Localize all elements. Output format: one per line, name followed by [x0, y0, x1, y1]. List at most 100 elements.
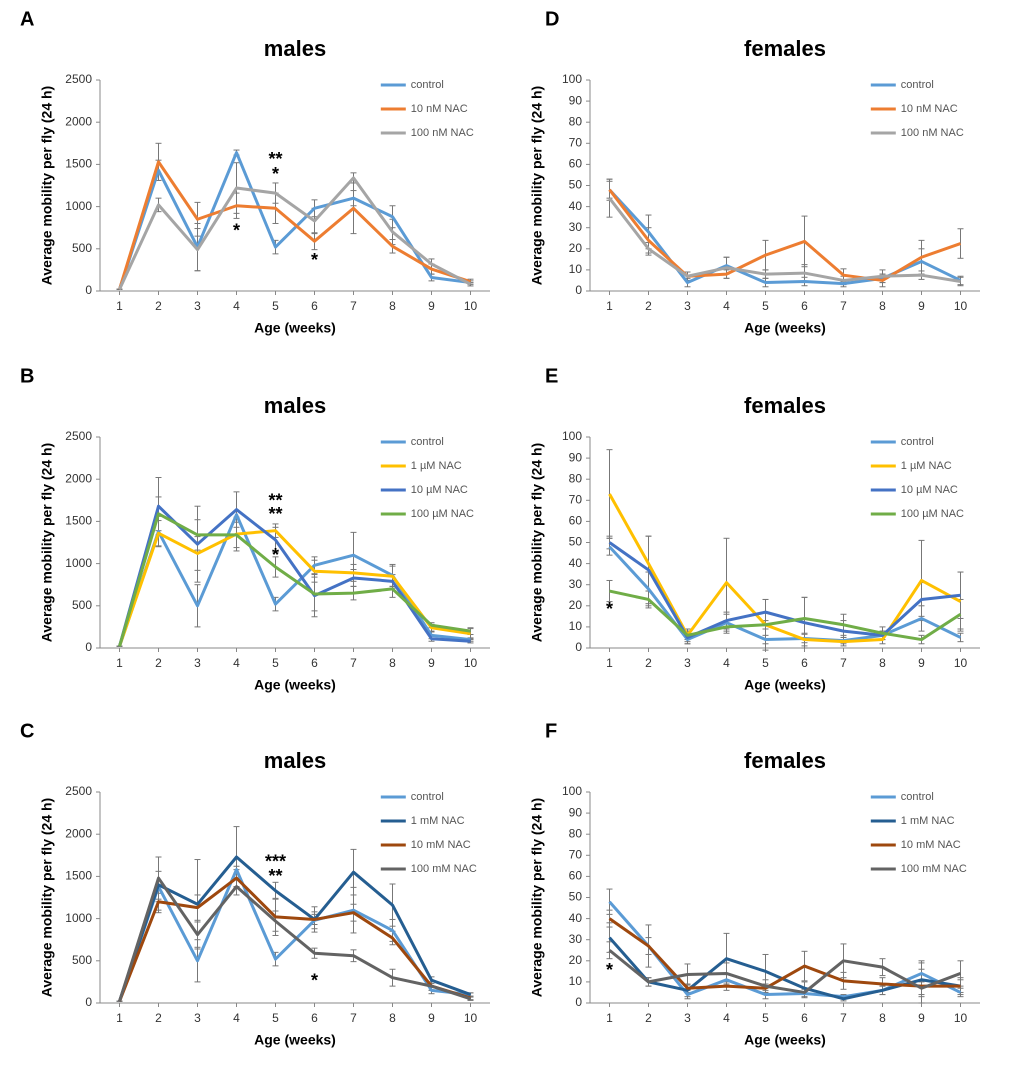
y-tick-label: 1500: [65, 157, 92, 171]
y-tick-label: 40: [569, 199, 583, 213]
y-tick-label: 2500: [65, 784, 92, 798]
data-line: [608, 188, 962, 286]
x-tick-label: 4: [723, 656, 730, 670]
x-tick-label: 10: [464, 1011, 478, 1025]
significance-mark: **: [268, 866, 282, 886]
x-tick-label: 3: [684, 1011, 691, 1025]
legend-label: 10 nM NAC: [901, 103, 958, 115]
legend-label: 100 µM NAC: [901, 508, 964, 520]
y-tick-label: 100: [562, 72, 582, 86]
y-tick-label: 100: [562, 784, 582, 798]
panel-label: C: [20, 720, 34, 742]
x-tick-label: 1: [606, 299, 613, 313]
data-line: [608, 188, 961, 282]
x-tick-label: 4: [233, 1011, 240, 1025]
y-tick-label: 500: [72, 953, 92, 967]
x-tick-label: 3: [684, 299, 691, 313]
y-tick-label: 2000: [65, 826, 92, 840]
x-tick-label: 8: [879, 299, 886, 313]
significance-mark: *: [606, 960, 613, 980]
legend-label: control: [411, 436, 444, 448]
x-tick-label: 1: [116, 299, 123, 313]
x-tick-label: 9: [428, 656, 435, 670]
y-tick-label: 0: [85, 283, 92, 297]
legend-label: 10 nM NAC: [411, 103, 468, 115]
data-line: [608, 917, 961, 990]
y-tick-label: 0: [85, 995, 92, 1009]
x-tick-label: 5: [762, 299, 769, 313]
x-tick-label: 6: [801, 1011, 808, 1025]
y-tick-label: 40: [569, 556, 583, 570]
y-tick-label: 90: [569, 805, 583, 819]
data-line: [609, 589, 962, 642]
legend-label: 1 µM NAC: [411, 460, 462, 472]
chart-title: males: [264, 393, 326, 418]
data-line: [608, 197, 961, 283]
panel-label: A: [20, 8, 34, 30]
y-tick-label: 0: [575, 640, 582, 654]
x-tick-label: 3: [194, 1011, 201, 1025]
y-axis-label: Average mobility per fly (24 h): [39, 86, 55, 285]
y-axis-label: Average mobility per fly (24 h): [39, 798, 55, 997]
legend-label: 1 mM NAC: [901, 815, 955, 827]
chart-title: females: [744, 393, 826, 418]
x-tick-label: 3: [194, 656, 201, 670]
x-axis-label: Age (weeks): [254, 320, 336, 336]
significance-mark: *: [606, 599, 613, 619]
x-tick-label: 2: [155, 656, 162, 670]
x-tick-label: 6: [311, 299, 318, 313]
y-axis-label: Average mobility per fly (24 h): [529, 86, 545, 285]
x-tick-label: 9: [918, 1011, 925, 1025]
y-axis-label: Average mobility per fly (24 h): [529, 798, 545, 997]
legend-label: 100 mM NAC: [901, 863, 967, 875]
y-tick-label: 0: [575, 995, 582, 1009]
x-tick-label: 9: [918, 656, 925, 670]
y-tick-label: 100: [562, 429, 582, 443]
x-tick-label: 2: [645, 1011, 652, 1025]
legend-label: 1 mM NAC: [411, 815, 465, 827]
y-tick-label: 30: [569, 220, 583, 234]
chart-title: females: [744, 748, 826, 773]
y-tick-label: 40: [569, 911, 583, 925]
y-axis-label: Average mobility per fly (24 h): [39, 443, 55, 642]
x-tick-label: 5: [272, 1011, 279, 1025]
x-tick-label: 9: [918, 299, 925, 313]
x-tick-label: 4: [233, 656, 240, 670]
panel-label: D: [545, 8, 559, 30]
chart-title: males: [264, 36, 326, 61]
significance-mark: **: [268, 149, 282, 169]
y-tick-label: 50: [569, 178, 583, 192]
x-tick-label: 10: [954, 1011, 968, 1025]
legend-label: 10 µM NAC: [901, 484, 958, 496]
panel-label: F: [545, 720, 557, 742]
x-tick-label: 4: [723, 1011, 730, 1025]
y-tick-label: 70: [569, 135, 583, 149]
x-axis-label: Age (weeks): [254, 1032, 336, 1048]
legend-label: control: [901, 79, 934, 91]
significance-mark: *: [272, 164, 279, 184]
data-line: [118, 855, 472, 1002]
y-tick-label: 60: [569, 869, 583, 883]
y-tick-label: 80: [569, 114, 583, 128]
x-tick-label: 5: [762, 656, 769, 670]
legend-label: 100 nM NAC: [901, 127, 964, 139]
legend-label: 1 µM NAC: [901, 460, 952, 472]
x-tick-label: 10: [954, 299, 968, 313]
legend-label: control: [411, 791, 444, 803]
x-tick-label: 10: [954, 656, 968, 670]
x-tick-label: 2: [645, 656, 652, 670]
legend-label: control: [901, 791, 934, 803]
x-axis-label: Age (weeks): [744, 677, 826, 693]
x-tick-label: 2: [155, 299, 162, 313]
y-tick-label: 2000: [65, 114, 92, 128]
x-tick-label: 1: [116, 1011, 123, 1025]
x-tick-label: 8: [389, 656, 396, 670]
data-line: [118, 504, 471, 647]
x-tick-label: 2: [645, 299, 652, 313]
y-tick-label: 80: [569, 471, 583, 485]
